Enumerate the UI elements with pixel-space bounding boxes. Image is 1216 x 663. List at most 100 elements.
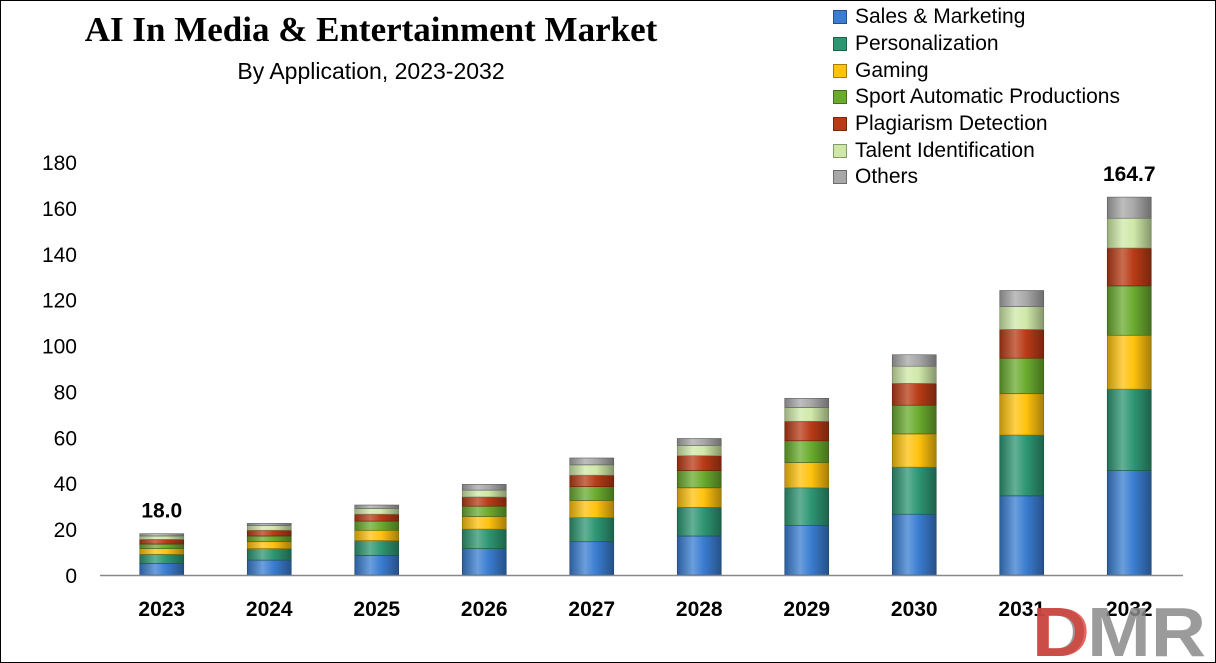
x-tick-label: 2028 [676,598,723,621]
legend-label: Sport Automatic Productions [855,85,1120,109]
bar-segment [139,535,185,540]
bar-segment [1106,247,1152,287]
legend-item-others: Others [833,164,1120,191]
data-label: 18.0 [141,500,182,523]
bar-segment [461,548,507,576]
x-tick-label: 2032 [1106,598,1153,621]
bar-segment [999,393,1045,436]
x-tick-label: 2025 [353,598,400,621]
bar-segment [246,529,292,537]
bar-segment [246,535,292,543]
bar-segment [139,563,185,576]
legend-swatch [833,37,847,52]
bar-segment [569,486,615,501]
bar-segment [139,554,185,564]
legend-label: Gaming [855,58,929,82]
bar-segment [999,434,1045,497]
bar-segment [999,329,1045,359]
bar-segment [891,466,937,515]
x-tick-label: 2029 [783,598,830,621]
bar-segment [569,541,615,576]
y-tick-label: 100 [42,336,77,359]
bar-segment [246,559,292,576]
bar-segment [676,438,722,446]
bar-segment [784,525,830,576]
bar-segment [1106,217,1152,249]
dmr-logo: DMR D [1032,594,1206,660]
bar-segment [676,455,722,471]
bar-segment [139,533,185,537]
legend-label: Plagiarism Detection [855,112,1048,136]
bar-segment [676,535,722,576]
bar-segment [461,484,507,491]
bar-segment [461,489,507,498]
legend-item-plagiarism-detection: Plagiarism Detection [833,111,1120,138]
bar-segment [569,464,615,476]
bar-segment [1106,334,1152,390]
x-tick-label: 2026 [461,598,508,621]
bar-segment [784,407,830,422]
bar-segment [354,555,400,576]
bar-segment [891,513,937,576]
x-tick-label: 2024 [246,598,293,621]
bar-segment [569,517,615,543]
bar-segment [784,398,830,408]
legend-swatch [833,117,847,132]
bar-segment [354,504,400,509]
legend-item-talent-identification: Talent Identification [833,137,1120,164]
bar-segment [246,548,292,561]
bar-segment [784,420,830,442]
bar-segment [784,440,830,463]
legend-swatch [833,90,847,105]
y-tick-label: 60 [54,427,77,450]
bar-segment [891,404,937,435]
bar-segment [461,505,507,517]
bar-segment [1106,285,1152,336]
y-tick-label: 160 [42,198,77,221]
x-tick-label: 2023 [138,598,185,621]
bar-segment [891,365,937,384]
bar-segment [1106,470,1152,576]
bar-segment [246,541,292,549]
svg-text:D: D [1032,594,1090,660]
y-tick-label: 120 [42,290,77,313]
bar-segment [676,507,722,537]
x-tick-label: 2030 [891,598,938,621]
legend-label: Others [855,165,919,189]
y-tick-label: 40 [54,473,77,496]
bar-segment [999,290,1045,307]
bar-segment [676,445,722,456]
chart-title: AI In Media & Entertainment Market [84,10,658,49]
y-tick-label: 0 [65,565,77,588]
y-tick-label: 180 [42,152,77,175]
bar-segment [461,516,507,530]
chart-subtitle: By Application, 2023-2032 [237,58,505,84]
legend-swatch [833,143,847,158]
bar-segment [461,528,507,549]
legend-swatch [833,63,847,78]
bar-segment [139,543,185,549]
bar-segment [569,500,615,518]
bar-segment [354,520,400,531]
legend-swatch [833,10,847,25]
y-tick-label: 140 [42,244,77,267]
bar-segment [784,462,830,489]
bar-segment [354,508,400,515]
bar-segment [1106,196,1152,219]
chart-legend: Sales & Marketing Personalization Gaming… [833,4,1120,191]
bar-segment [354,540,400,556]
bar-segment [891,354,937,367]
legend-label: Personalization [855,32,999,56]
bar-segment [139,539,185,545]
bar-segment [139,548,185,555]
bar-segment [569,457,615,466]
bar-segment [999,357,1045,395]
data-label: 164.7 [1103,163,1156,186]
legend-label: Talent Identification [855,138,1035,162]
bar-segment [569,474,615,487]
y-tick-label: 20 [54,519,77,542]
bar-segment [354,513,400,522]
x-tick-label: 2031 [998,598,1045,621]
y-tick-label: 80 [54,381,77,404]
